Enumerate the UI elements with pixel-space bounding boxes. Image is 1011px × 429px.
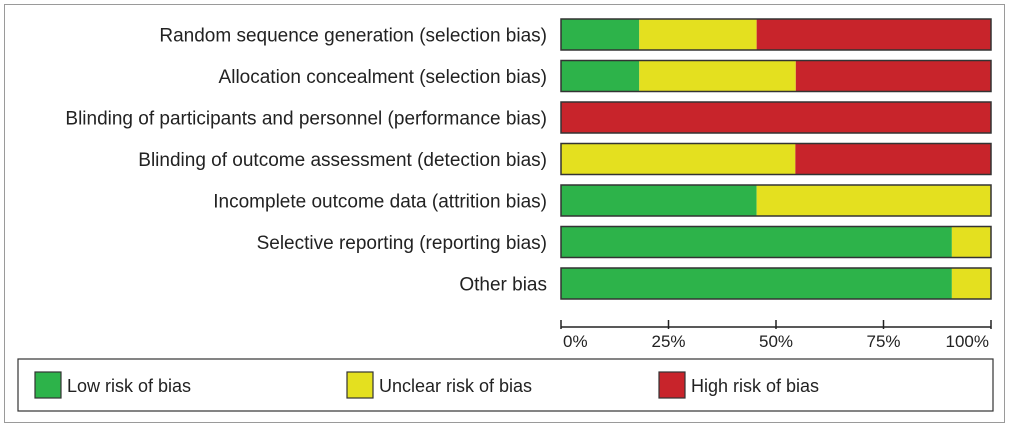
- bar-segment-high-risk-of-bias: [561, 102, 991, 133]
- row-label: Allocation concealment (selection bias): [219, 67, 547, 88]
- x-tick-label: 100%: [946, 332, 989, 351]
- bar-outline: [560, 267, 992, 300]
- bar-segment-low-risk-of-bias: [561, 268, 952, 299]
- bar-outline: [560, 142, 992, 176]
- bar-segment-unclear-risk-of-bias: [639, 19, 757, 50]
- row-label: Blinding of outcome assessment (detectio…: [138, 150, 547, 171]
- bar-segment-high-risk-of-bias: [795, 143, 991, 175]
- bar-segment-unclear-risk-of-bias: [951, 268, 991, 299]
- row-label: Selective reporting (reporting bias): [257, 233, 547, 254]
- legend-box: [17, 358, 994, 412]
- bar-segment-low-risk-of-bias: [561, 226, 952, 258]
- legend-swatch: [34, 371, 62, 399]
- bar-segment-unclear-risk-of-bias: [951, 226, 991, 258]
- bar-segment-unclear-risk-of-bias: [639, 60, 796, 92]
- x-tick-label: 50%: [759, 332, 793, 351]
- bar-outline: [560, 18, 992, 51]
- bar-segment-high-risk-of-bias: [756, 19, 991, 50]
- bar-segment-unclear-risk-of-bias: [561, 143, 796, 175]
- x-tick-label: 25%: [651, 332, 685, 351]
- chart-frame: Random sequence generation (selection bi…: [4, 4, 1005, 423]
- bar-segment-low-risk-of-bias: [561, 60, 640, 92]
- bar-outline: [560, 59, 992, 93]
- bar-segment-high-risk-of-bias: [795, 60, 991, 92]
- bar-segment-low-risk-of-bias: [561, 185, 757, 216]
- bar-segment-unclear-risk-of-bias: [756, 185, 991, 216]
- bar-outline: [560, 225, 992, 259]
- row-label: Other bias: [459, 275, 547, 296]
- legend-swatch: [346, 371, 374, 399]
- legend-label: Unclear risk of bias: [379, 376, 532, 396]
- bar-segment-low-risk-of-bias: [561, 19, 640, 50]
- legend-label: Low risk of bias: [67, 376, 191, 396]
- x-axis: 0% 25% 50% 75% 100%: [560, 320, 992, 351]
- bar-outline: [560, 184, 992, 217]
- row-label: Random sequence generation (selection bi…: [159, 26, 547, 47]
- legend-label: High risk of bias: [691, 376, 819, 396]
- bar-outline: [560, 101, 992, 134]
- x-tick-label: 75%: [866, 332, 900, 351]
- risk-of-bias-chart: Random sequence generation (selection bi…: [17, 18, 994, 412]
- legend-swatch: [658, 371, 686, 399]
- row-label: Incomplete outcome data (attrition bias): [213, 192, 547, 213]
- row-label: Blinding of participants and personnel (…: [65, 109, 547, 130]
- x-tick-label: 0%: [563, 332, 588, 351]
- chart-rows: Random sequence generation (selection bi…: [65, 18, 992, 300]
- legend: Low risk of bias Unclear risk of bias High…: [17, 358, 994, 412]
